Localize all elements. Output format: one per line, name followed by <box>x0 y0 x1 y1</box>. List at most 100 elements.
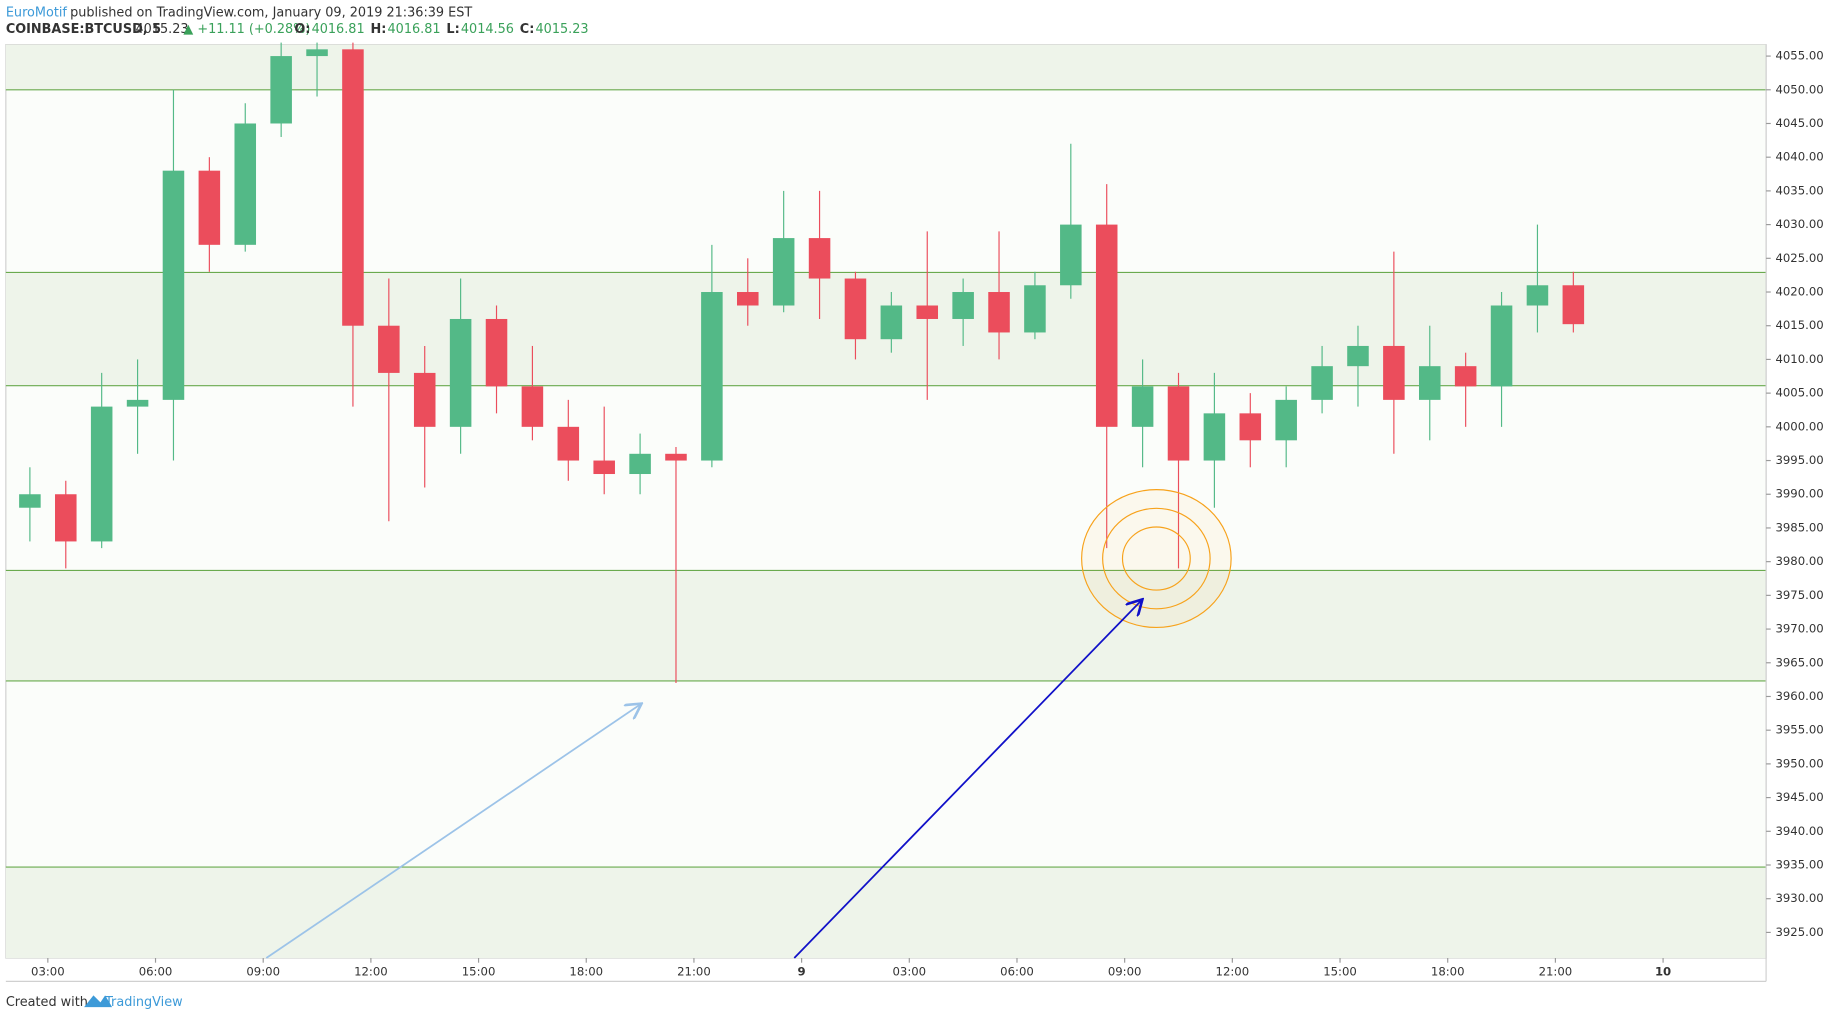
y-tick-label: 3980.00 <box>1775 554 1823 568</box>
y-tick-label: 3935.00 <box>1775 858 1823 872</box>
candle-body <box>306 49 328 57</box>
candle-body <box>413 372 436 427</box>
candle-body <box>593 460 615 475</box>
symbol-line: COINBASE:BTCUSD, 5 4015.23 ▲ +11.11 (+0.… <box>6 22 589 37</box>
candle-body <box>485 318 508 387</box>
candle-body <box>1167 386 1190 461</box>
ohlc-label: C: <box>520 22 535 37</box>
candle-body <box>449 318 472 427</box>
y-tick-label: 4040.00 <box>1775 150 1823 164</box>
x-tick-label: 10 <box>1655 965 1671 979</box>
y-tick-label: 4020.00 <box>1775 285 1823 299</box>
x-tick-label: 15:00 <box>1323 965 1357 979</box>
y-tick-label: 3960.00 <box>1775 689 1823 703</box>
candle-body <box>1203 413 1226 461</box>
x-tick-label: 21:00 <box>677 965 711 979</box>
zone <box>5 570 1767 681</box>
x-tick-label: 15:00 <box>462 965 496 979</box>
x-tick-label: 12:00 <box>1216 965 1250 979</box>
y-tick-label: 3925.00 <box>1775 925 1823 939</box>
y-tick-label: 4030.00 <box>1775 217 1823 231</box>
x-tick-label: 09:00 <box>1108 965 1142 979</box>
y-tick-label: 3995.00 <box>1775 453 1823 467</box>
y-tick-label: 4015.00 <box>1775 318 1823 332</box>
candle-body <box>1060 224 1082 286</box>
candle-body <box>55 494 77 542</box>
y-tick-label: 3930.00 <box>1775 891 1823 905</box>
arrow <box>793 601 1141 959</box>
candle-body <box>1383 345 1405 400</box>
candle-body <box>665 453 687 461</box>
plot <box>5 42 1767 959</box>
plot-area <box>5 44 1767 959</box>
zone <box>5 44 1767 90</box>
candle-body <box>557 426 580 461</box>
candle-body <box>916 305 939 319</box>
x-tick-label: 03:00 <box>892 965 926 979</box>
zone <box>5 867 1767 959</box>
arrow <box>265 705 640 959</box>
candle-body <box>988 292 1010 333</box>
candle-body <box>844 278 867 340</box>
candle-body <box>629 453 651 475</box>
candle-body <box>1526 285 1549 306</box>
ohlc-value: 4016.81 <box>388 22 441 37</box>
ohlc-label: H: <box>370 22 386 37</box>
candle-body <box>1562 285 1585 325</box>
candle-body <box>1418 366 1441 400</box>
candle-body <box>378 325 400 373</box>
x-tick-label: 21:00 <box>1539 965 1573 979</box>
y-tick-label: 4055.00 <box>1775 49 1823 63</box>
y-tick-label: 4035.00 <box>1775 183 1823 197</box>
candle-body <box>1490 305 1513 387</box>
brand-link[interactable]: TradingView <box>104 995 183 1010</box>
y-tick-label: 3950.00 <box>1775 756 1823 770</box>
candle-body <box>1347 345 1369 367</box>
x-tick-label: 12:00 <box>354 965 388 979</box>
y-tick-label: 4010.00 <box>1775 352 1823 366</box>
last-price: 4015.23 <box>135 22 188 37</box>
x-tick-label: 06:00 <box>1000 965 1034 979</box>
x-tick-label: 18:00 <box>569 965 603 979</box>
y-tick-label: 3970.00 <box>1775 622 1823 636</box>
candle-body <box>737 292 759 306</box>
y-tick-label: 3990.00 <box>1775 487 1823 501</box>
y-tick-label: 3940.00 <box>1775 824 1823 838</box>
footer-text: Created with <box>6 995 88 1010</box>
candle-body <box>1311 366 1333 400</box>
y-tick-label: 4045.00 <box>1775 116 1823 130</box>
target-circle <box>1102 507 1211 610</box>
y-tick-label: 3955.00 <box>1775 723 1823 737</box>
target-circle <box>1121 526 1191 591</box>
published-text: published on TradingView.com, January 09… <box>70 6 472 21</box>
x-tick-label: 9 <box>798 965 806 979</box>
y-tick-label: 4050.00 <box>1775 82 1823 96</box>
candle-body <box>1239 413 1262 441</box>
x-tick-label: 06:00 <box>139 965 173 979</box>
x-tick-label: 09:00 <box>246 965 280 979</box>
candle-body <box>1095 224 1118 427</box>
candle-body <box>701 292 723 461</box>
x-tick-label: 18:00 <box>1431 965 1465 979</box>
candle-body <box>880 305 903 340</box>
y-tick-label: 4000.00 <box>1775 419 1823 433</box>
candle-body <box>772 238 795 306</box>
ohlc-value: 4016.81 <box>312 22 365 37</box>
candle-body <box>1131 386 1154 427</box>
candle-body <box>90 406 113 542</box>
x-tick-label: 03:00 <box>31 965 65 979</box>
candle-body <box>1454 366 1477 387</box>
candle-body <box>521 386 544 427</box>
author-link[interactable]: EuroMotif <box>6 6 68 21</box>
candle-body <box>126 399 149 407</box>
candle-body <box>952 292 974 319</box>
y-tick-label: 4025.00 <box>1775 251 1823 265</box>
ohlc-label: O: <box>294 22 310 37</box>
candle-body <box>162 170 185 400</box>
candle-body <box>1275 399 1297 441</box>
ohlc-label: L: <box>446 22 459 37</box>
ohlc-value: 4015.23 <box>536 22 589 37</box>
candle-body <box>808 238 831 279</box>
